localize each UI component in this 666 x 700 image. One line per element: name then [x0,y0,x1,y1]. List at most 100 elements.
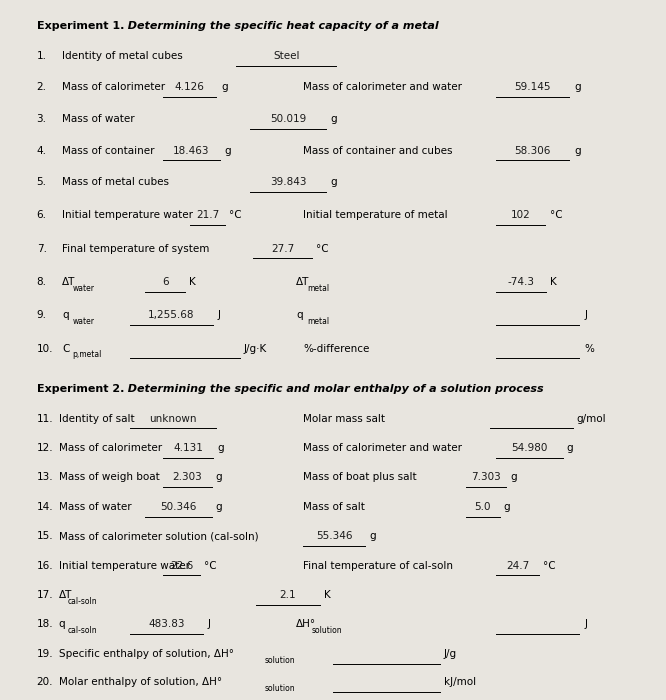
Text: g: g [216,502,222,512]
Text: 17.: 17. [37,590,53,600]
Text: unknown: unknown [149,414,197,424]
Text: 2.1: 2.1 [280,590,296,600]
Text: Molar enthalpy of solution, ΔH°: Molar enthalpy of solution, ΔH° [59,677,222,687]
Text: K: K [550,277,557,287]
Text: °C: °C [550,210,563,220]
Text: 24.7: 24.7 [506,561,529,570]
Text: p,metal: p,metal [73,351,102,359]
Text: g/mol: g/mol [576,414,605,424]
Text: 13.: 13. [37,473,53,482]
Text: 5.: 5. [37,177,47,187]
Text: g: g [224,146,231,155]
Text: 4.: 4. [37,146,47,155]
Text: 15.: 15. [37,531,53,541]
Text: Initial temperature water: Initial temperature water [59,561,190,570]
Text: Determining the specific heat capacity of a metal: Determining the specific heat capacity o… [120,21,439,31]
Text: °C: °C [316,244,328,253]
Text: Determining the specific and molar enthalpy of a solution process: Determining the specific and molar entha… [120,384,543,393]
Text: q: q [296,310,303,320]
Text: water: water [73,284,95,293]
Text: Experiment 2.: Experiment 2. [37,384,124,393]
Text: 10.: 10. [37,344,53,354]
Text: Mass of calorimeter: Mass of calorimeter [62,83,165,92]
Text: 50.019: 50.019 [270,114,306,124]
Text: Mass of calorimeter solution (cal-soln): Mass of calorimeter solution (cal-soln) [59,531,258,541]
Text: 2.: 2. [37,83,47,92]
Text: g: g [216,473,222,482]
Text: metal: metal [307,284,329,293]
Text: 19.: 19. [37,649,53,659]
Text: 6.: 6. [37,210,47,220]
Text: 2.303: 2.303 [172,473,202,482]
Text: Experiment 1.: Experiment 1. [37,21,124,31]
Text: Mass of calorimeter: Mass of calorimeter [59,443,162,453]
Text: g: g [503,502,510,512]
Text: °C: °C [543,561,556,570]
Text: Initial temperature of metal: Initial temperature of metal [303,210,448,220]
Text: q: q [59,620,65,629]
Text: 9.: 9. [37,310,47,320]
Text: Mass of salt: Mass of salt [303,502,365,512]
Text: Mass of water: Mass of water [59,502,131,512]
Text: J: J [584,620,587,629]
Text: K: K [324,590,330,600]
Text: metal: metal [307,317,329,326]
Text: C: C [62,344,69,354]
Text: -74.3: -74.3 [507,277,535,287]
Text: J: J [217,310,220,320]
Text: 12.: 12. [37,443,53,453]
Text: ΔT: ΔT [62,277,75,287]
Text: g: g [574,146,581,155]
Text: Mass of water: Mass of water [62,114,135,124]
Text: ΔH°: ΔH° [296,620,316,629]
Text: g: g [574,83,581,92]
Text: 4.131: 4.131 [173,443,203,453]
Text: Mass of calorimeter and water: Mass of calorimeter and water [303,83,462,92]
Text: J: J [584,310,587,320]
Text: Final temperature of cal-soln: Final temperature of cal-soln [303,561,453,570]
Text: g: g [567,443,573,453]
Text: g: g [221,83,228,92]
Text: Molar mass salt: Molar mass salt [303,414,385,424]
Text: 20.: 20. [37,677,53,687]
Text: g: g [330,114,337,124]
Text: g: g [217,443,224,453]
Text: 6: 6 [162,277,168,287]
Text: Mass of boat plus salt: Mass of boat plus salt [303,473,417,482]
Text: g: g [330,177,337,187]
Text: 1,255.68: 1,255.68 [149,310,194,320]
Text: Mass of metal cubes: Mass of metal cubes [62,177,169,187]
Text: 27.7: 27.7 [271,244,294,253]
Text: 58.306: 58.306 [515,146,551,155]
Text: 39.843: 39.843 [270,177,306,187]
Text: 21.7: 21.7 [196,210,219,220]
Text: °C: °C [229,210,242,220]
Text: solution: solution [312,626,342,635]
Text: ΔT: ΔT [59,590,72,600]
Text: 11.: 11. [37,414,53,424]
Text: g: g [510,473,517,482]
Text: cal-soln: cal-soln [68,626,97,635]
Text: 7.303: 7.303 [472,473,501,482]
Text: Steel: Steel [273,51,300,61]
Text: cal-soln: cal-soln [68,597,97,606]
Text: 50.346: 50.346 [161,502,196,512]
Text: Identity of metal cubes: Identity of metal cubes [62,51,182,61]
Text: 4.126: 4.126 [175,83,204,92]
Text: J: J [207,620,210,629]
Text: solution: solution [265,656,296,664]
Text: Initial temperature water: Initial temperature water [62,210,193,220]
Text: Mass of container and cubes: Mass of container and cubes [303,146,452,155]
Text: 102: 102 [511,210,530,220]
Text: 59.145: 59.145 [515,83,551,92]
Text: 1.: 1. [37,51,47,61]
Text: water: water [73,317,95,326]
Text: 7.: 7. [37,244,47,253]
Text: J/g: J/g [444,649,457,659]
Text: Specific enthalpy of solution, ΔH°: Specific enthalpy of solution, ΔH° [59,649,234,659]
Text: 8.: 8. [37,277,47,287]
Text: Mass of container: Mass of container [62,146,155,155]
Text: 16.: 16. [37,561,53,570]
Text: ΔT: ΔT [296,277,310,287]
Text: 22.6: 22.6 [170,561,193,570]
